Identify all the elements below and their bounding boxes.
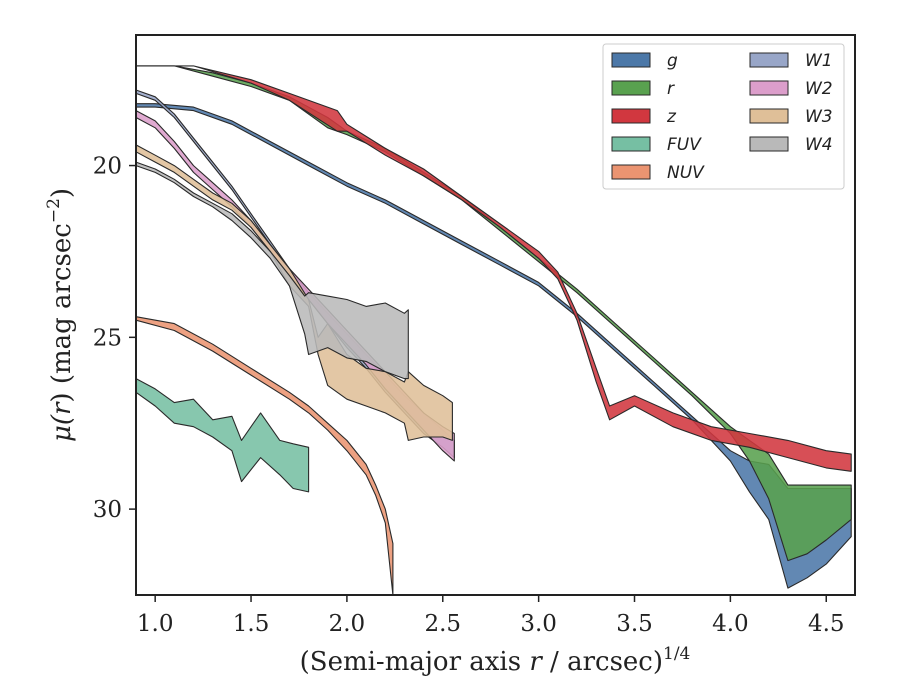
y-axis-title-close: ) xyxy=(47,188,77,198)
y-tick-label: 30 xyxy=(93,497,122,523)
x-tick-label: 4.5 xyxy=(808,611,845,637)
legend-swatch-w4 xyxy=(749,136,789,152)
x-tick-label: 3.5 xyxy=(616,611,653,637)
legend-label-nuv: NUV xyxy=(667,163,705,183)
legend: grz FUV NUV W1 W2 W3 W4 xyxy=(602,43,845,190)
legend-label-w2: W2 xyxy=(805,79,833,99)
legend-label-fuv: FUV xyxy=(667,135,702,155)
x-axis-title-main: (Semi-major axis xyxy=(300,647,530,677)
legend-label-g: g xyxy=(667,51,678,71)
x-axis-ticks: 1.0 1.5 2.0 2.5 3.0 3.5 4.0 4.5 xyxy=(137,595,845,637)
legend-swatch-r xyxy=(611,80,651,96)
legend-label-w1: W1 xyxy=(805,51,833,71)
legend-swatch-z xyxy=(611,108,651,124)
legend-swatch-fuv xyxy=(611,136,651,152)
band-fuv xyxy=(135,378,310,493)
x-axis-title-tail: / arcsec) xyxy=(542,647,663,677)
x-tick-label: 2.5 xyxy=(424,611,461,637)
x-axis-title: (Semi-major axis r / arcsec)1/4 xyxy=(300,644,691,677)
y-axis-ticks: 20 25 30 xyxy=(93,154,136,523)
y-axis-title-var: r xyxy=(47,401,77,415)
x-tick-label: 2.0 xyxy=(329,611,366,637)
legend-label-w4: W4 xyxy=(805,135,833,155)
legend-box xyxy=(602,43,845,190)
legend-swatch-w1 xyxy=(749,52,789,68)
x-tick-label: 4.0 xyxy=(712,611,749,637)
y-axis-title-tail: ) (mag arcsec xyxy=(47,223,77,402)
y-tick-label: 25 xyxy=(93,325,122,351)
x-tick-label: 1.0 xyxy=(137,611,174,637)
band-g xyxy=(135,103,852,589)
legend-label-w3: W3 xyxy=(805,107,833,127)
legend-swatch-w2 xyxy=(749,80,789,96)
y-axis-title-sup: −2 xyxy=(44,198,64,223)
legend-swatch-w3 xyxy=(749,108,789,124)
band-z xyxy=(135,65,852,472)
y-axis-title-main: μ( xyxy=(47,414,77,442)
band-w3 xyxy=(135,144,453,441)
x-axis-title-sup: 1/4 xyxy=(663,644,690,664)
legend-swatch-nuv xyxy=(611,164,651,180)
band-w4 xyxy=(135,161,409,380)
y-axis-title: μ(r) (mag arcsec−2) xyxy=(44,188,77,442)
legend-swatch-g xyxy=(611,52,651,68)
x-axis-title-var: r xyxy=(529,647,543,677)
legend-label-r: r xyxy=(667,79,675,99)
legend-label-z: z xyxy=(666,107,677,127)
x-tick-label: 1.5 xyxy=(233,611,270,637)
series-bands xyxy=(135,65,852,596)
x-tick-label: 3.0 xyxy=(520,611,557,637)
y-tick-label: 20 xyxy=(93,154,122,180)
plot-frame xyxy=(135,34,856,596)
